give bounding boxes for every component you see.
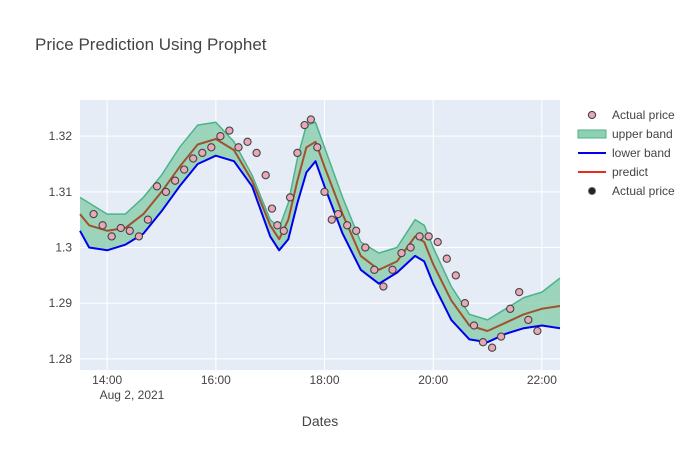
y-tick-labels: 1.28 1.29 1.3 1.31 1.32: [49, 129, 73, 366]
upper-band-line: [79, 121, 561, 321]
x-tick-label: 22:00: [527, 373, 557, 387]
legend[interactable]: Actual price upper band lower band predict A…: [577, 108, 675, 198]
actual-price-point: [343, 221, 352, 230]
actual-price-point: [397, 248, 406, 258]
actual-price-point: [189, 154, 198, 163]
y-tick-label: 1.3: [55, 241, 72, 255]
actual-price-point: [306, 115, 316, 124]
legend-label: Actual price: [612, 108, 675, 122]
legend-label: upper band: [612, 127, 673, 141]
x-tick-labels: 14:00 16:00 18:00 20:00 22:00: [92, 373, 557, 387]
actual-price-point: [320, 187, 329, 197]
actual-price-point: [515, 287, 524, 297]
band-layer: [80, 122, 560, 343]
actual-price-point: [333, 209, 343, 219]
actual-price-point: [506, 304, 515, 313]
actual-price-point: [116, 223, 125, 233]
actual-price-point: [261, 171, 270, 180]
actual-price-point: [524, 315, 533, 325]
lines-layer: [79, 121, 561, 344]
actual-price-point: [451, 271, 460, 280]
actual-price-point: [234, 143, 243, 152]
actual-price-point: [352, 226, 361, 235]
actual-price-point: [279, 226, 288, 235]
lower-band-line: [79, 154, 561, 344]
x-tick-label: 14:00: [92, 373, 122, 387]
actual-price-point: [161, 187, 171, 197]
actual-price-point: [406, 243, 415, 252]
actual-price-point: [460, 299, 470, 308]
actual-price-point: [198, 148, 207, 158]
actual-price-point: [327, 215, 336, 224]
actual-price-point: [496, 332, 506, 341]
actual-price-point: [478, 338, 488, 347]
actual-price-point: [107, 232, 116, 241]
predict-line: [79, 138, 561, 332]
actual-price-point: [273, 221, 282, 230]
x-tick-label: 20:00: [418, 373, 448, 387]
actual-price-point: [313, 143, 322, 152]
actual-price-point: [487, 343, 497, 352]
actual-price-point: [370, 265, 379, 274]
legend-label: predict: [612, 165, 649, 179]
y-tick-label: 1.32: [49, 129, 73, 143]
actual-price-point: [533, 326, 542, 336]
actual-price-point: [469, 321, 479, 330]
actual-price-point: [293, 148, 302, 158]
actual-price-point: [433, 237, 442, 247]
actual-price-point: [170, 176, 180, 185]
actual-price-point: [300, 120, 309, 130]
actual-price-point: [216, 132, 225, 141]
x-tick-label: 16:00: [201, 373, 231, 387]
actual-price-point: [207, 143, 216, 152]
x-tick-label: 18:00: [310, 373, 340, 387]
actual-price-point: [134, 232, 144, 241]
actual-price-point: [143, 215, 153, 224]
legend-symbol: [577, 129, 607, 139]
y-tick-label: 1.29: [49, 296, 73, 310]
actual-price-point: [424, 232, 433, 241]
actual-price-point: [442, 254, 451, 263]
legend-item[interactable]: Actual price: [587, 108, 675, 122]
actual-price-point: [152, 182, 162, 191]
actual-price-point: [125, 226, 134, 235]
legend-item[interactable]: lower band: [578, 146, 671, 160]
legend-symbol: [587, 110, 597, 120]
y-tick-label: 1.31: [49, 185, 73, 199]
legend-item[interactable]: predict: [578, 165, 649, 179]
actual-price-point: [415, 232, 424, 241]
actual-price-point: [361, 243, 370, 252]
actual-price-point: [388, 265, 397, 274]
actual-price-point: [89, 209, 98, 219]
actual-price-point: [180, 165, 189, 174]
x-axis-title: Dates: [302, 413, 339, 429]
legend-label: lower band: [612, 146, 671, 160]
confidence-band: [80, 122, 560, 343]
actual-price-point: [267, 204, 277, 213]
y-tick-label: 1.28: [49, 352, 73, 366]
actual-price-point: [225, 126, 234, 135]
actual-price-point: [285, 193, 295, 202]
legend-label: Actual price: [612, 184, 675, 198]
legend-symbol: [587, 186, 597, 196]
actual-price-point: [243, 137, 252, 146]
actual-price-markers: [89, 115, 542, 352]
actual-price-point: [98, 221, 107, 230]
legend-item[interactable]: upper band: [577, 127, 673, 141]
actual-price-point: [379, 282, 388, 291]
x-date-label: Aug 2, 2021: [100, 388, 165, 402]
chart-title: Price Prediction Using Prophet: [35, 35, 267, 54]
actual-price-point: [252, 148, 261, 158]
legend-item[interactable]: Actual price: [587, 184, 675, 198]
